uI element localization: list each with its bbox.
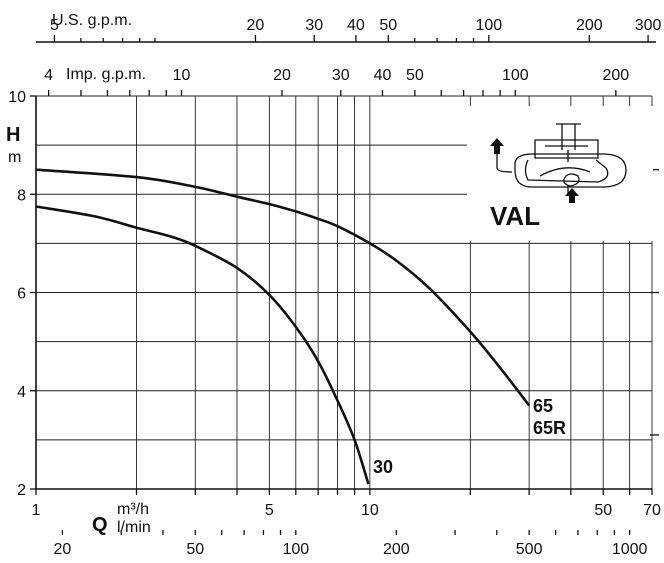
x-axis-label: Q [92, 514, 108, 536]
impgpm-tick-label: 100 [502, 67, 529, 84]
usgpm-tick-label: 300 [635, 17, 662, 34]
series-line-30 [35, 205, 370, 485]
y-tick-label: 6 [17, 286, 26, 303]
lmin-tick-label: 500 [516, 541, 543, 558]
lmin-tick-label: 100 [282, 541, 309, 558]
impgpm-tick-label: 40 [374, 67, 392, 84]
series-label-65: 65 [533, 396, 553, 416]
axis-layer: 2 4 6 8 10 1 5 10 50 70 5 20 30 40 50 100 200 300 4 10 20 30 4… [8, 17, 661, 558]
usgpm-tick-label: 50 [379, 17, 397, 34]
impgpm-tick-label: 200 [602, 67, 629, 84]
y-tick-label: 8 [17, 187, 26, 204]
impgpm-tick-label: 10 [173, 67, 191, 84]
series-layer [35, 168, 531, 485]
usgpm-tick-label: 40 [347, 17, 365, 34]
usgpm-tick-label: 30 [305, 17, 323, 34]
lmin-tick-label: 200 [383, 541, 410, 558]
series-label-30: 30 [373, 457, 393, 477]
lmin-tick-label: 1000 [612, 541, 648, 558]
x-tick-label: 70 [643, 502, 661, 519]
x-tick-label: 10 [361, 502, 379, 519]
lmin-tick-label: 50 [186, 541, 204, 558]
impgpm-axis-label: Imp. g.p.m. [66, 66, 146, 83]
impgpm-tick-label: 50 [406, 67, 424, 84]
usgpm-tick-label: 5 [50, 17, 59, 34]
lmin-tick-label: 20 [54, 541, 72, 558]
usgpm-tick-label: 100 [475, 17, 502, 34]
inset-label: VAL [490, 201, 540, 231]
usgpm-axis-label: U.S. g.p.m. [52, 12, 132, 29]
x-axis-unit-top: m³/h [117, 501, 149, 518]
pump-diagram-icon [496, 123, 627, 195]
y-tick-label: 4 [17, 384, 26, 401]
impgpm-tick-label: 30 [332, 67, 350, 84]
outlet-arrow-icon [490, 138, 504, 154]
impgpm-tick-label: 4 [44, 67, 53, 84]
x-tick-label: 1 [32, 502, 41, 519]
impgpm-tick-label: 20 [273, 67, 291, 84]
y-tick-label: 10 [8, 89, 26, 106]
pump-diagram-inset: VAL [467, 106, 653, 241]
usgpm-tick-label: 20 [247, 17, 265, 34]
usgpm-tick-label: 200 [576, 17, 603, 34]
inlet-arrow-icon [565, 188, 579, 203]
x-tick-label: 5 [265, 502, 274, 519]
y-axis-label: H [6, 124, 20, 146]
y-axis-unit: m [8, 149, 21, 166]
series-label-65r: 65R [533, 418, 566, 438]
series-line-65 [35, 168, 531, 407]
x-axis-unit-bottom: l/min [117, 519, 151, 536]
y-tick-label: 2 [17, 482, 26, 499]
x-tick-label: 50 [594, 502, 612, 519]
